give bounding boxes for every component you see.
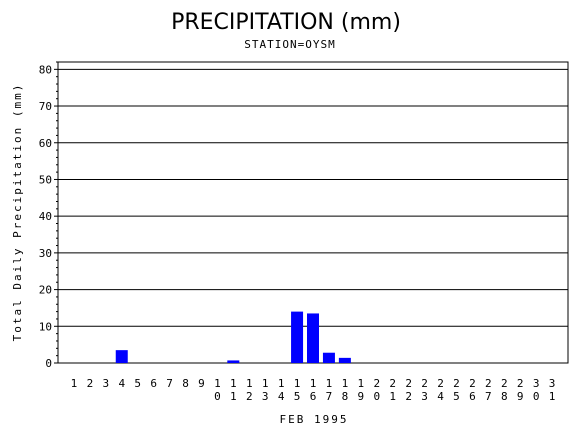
y-axis-label: Total Daily Precipitation (mm) <box>11 83 24 342</box>
bar-day-11 <box>227 360 240 363</box>
y-tick-label: 40 <box>39 210 52 223</box>
bars <box>115 311 351 363</box>
y-tick-label: 0 <box>45 357 52 370</box>
x-tick-label: 5 <box>134 377 141 390</box>
bar-day-18 <box>338 357 351 363</box>
x-tick-label: 6 <box>150 377 157 390</box>
y-tick-label: 30 <box>39 247 52 260</box>
bar-day-16 <box>307 313 319 363</box>
y-axis-ticks: 0 10 20 30 40 50 60 70 80 <box>39 61 58 370</box>
bar-day-17 <box>322 352 335 363</box>
x-tick-label: 2 <box>87 377 94 390</box>
x-axis-ticks: 1 2 3 4 5 6 7 8 9 1 01 11 21 31 41 51 61 71 81 92 02 12 22 32 42… <box>71 377 556 403</box>
bar-day-15 <box>291 311 304 363</box>
x-tick-label: 7 <box>166 377 173 390</box>
x-tick-label: 4 <box>118 377 125 390</box>
y-tick-label: 10 <box>39 320 52 333</box>
grid-lines <box>58 68 568 327</box>
x-axis-label: FEB 1995 <box>280 413 349 426</box>
y-tick-label: 20 <box>39 284 52 297</box>
y-tick-label: 60 <box>39 137 52 150</box>
y-tick-label: 70 <box>39 100 52 113</box>
x-tick-label: 9 <box>198 377 205 390</box>
x-tick-label: 3 <box>103 377 110 390</box>
x-tick-label: 1 <box>71 377 78 390</box>
chart-title: PRECIPITATION (mm) <box>171 10 401 35</box>
chart-subtitle: STATION=OYSM <box>244 38 335 51</box>
y-tick-label: 50 <box>39 173 52 186</box>
x-tick-label: 8 <box>182 377 189 390</box>
y-tick-label: 80 <box>39 63 52 76</box>
bar-day-4 <box>115 350 128 363</box>
